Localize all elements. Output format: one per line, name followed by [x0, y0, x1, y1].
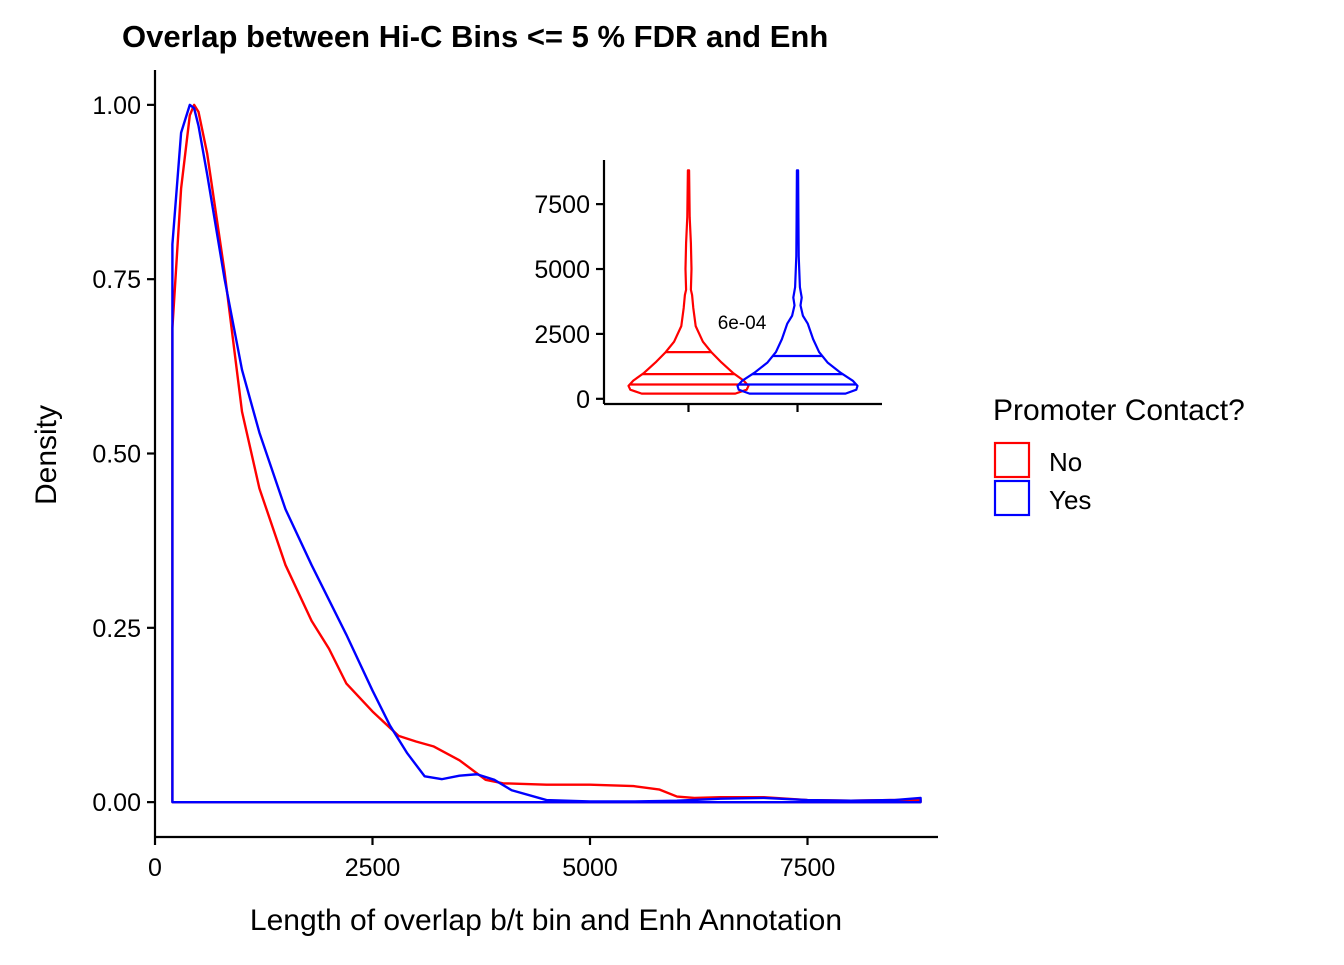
- y-tick-label: 0.25: [92, 615, 141, 643]
- legend: Promoter Contact? No Yes: [993, 394, 1245, 517]
- inset-y-ticks: 0 2500 5000 7500: [534, 191, 604, 414]
- legend-title: Promoter Contact?: [993, 394, 1245, 427]
- x-tick-label: 0: [148, 854, 162, 882]
- main-x-ticks: 0 2500 5000 7500: [148, 837, 835, 882]
- main-density-panel: 0.00 0.25 0.50 0.75 1.00 0 2500 5000 7500: [92, 70, 938, 882]
- chart-title: Overlap between Hi-C Bins <= 5 % FDR and…: [122, 19, 828, 54]
- y-tick-label: 1.00: [92, 92, 141, 120]
- x-tick-label: 7500: [780, 854, 836, 882]
- x-tick-label: 5000: [562, 854, 618, 882]
- y-tick-label: 0.75: [92, 266, 141, 294]
- y-axis-title: Density: [30, 405, 63, 505]
- violin-yes: [736, 169, 859, 395]
- inset-y-tick-label: 5000: [534, 256, 590, 284]
- x-axis-title: Length of overlap b/t bin and Enh Annota…: [250, 904, 842, 937]
- x-tick-label: 2500: [345, 854, 401, 882]
- legend-label-no: No: [1049, 447, 1082, 477]
- density-line-yes: [171, 103, 922, 804]
- density-series: [171, 103, 922, 804]
- y-tick-label: 0.50: [92, 441, 141, 469]
- inset-y-tick-label: 0: [576, 386, 590, 414]
- violin-series: [627, 169, 859, 395]
- y-tick-label: 0.00: [92, 789, 141, 817]
- inset-y-tick-label: 7500: [534, 191, 590, 219]
- main-y-ticks: 0.00 0.25 0.50 0.75 1.00: [92, 92, 155, 817]
- violin-no: [627, 169, 750, 395]
- legend-key-yes: [993, 479, 1031, 517]
- inset-x-ticks: [687, 404, 799, 412]
- inset-violin-panel: 0 2500 5000 7500 6e-04: [534, 160, 882, 414]
- legend-label-yes: Yes: [1049, 485, 1091, 515]
- legend-key-no: [993, 441, 1031, 479]
- p-value-annotation: 6e-04: [718, 313, 767, 334]
- inset-y-tick-label: 2500: [534, 321, 590, 349]
